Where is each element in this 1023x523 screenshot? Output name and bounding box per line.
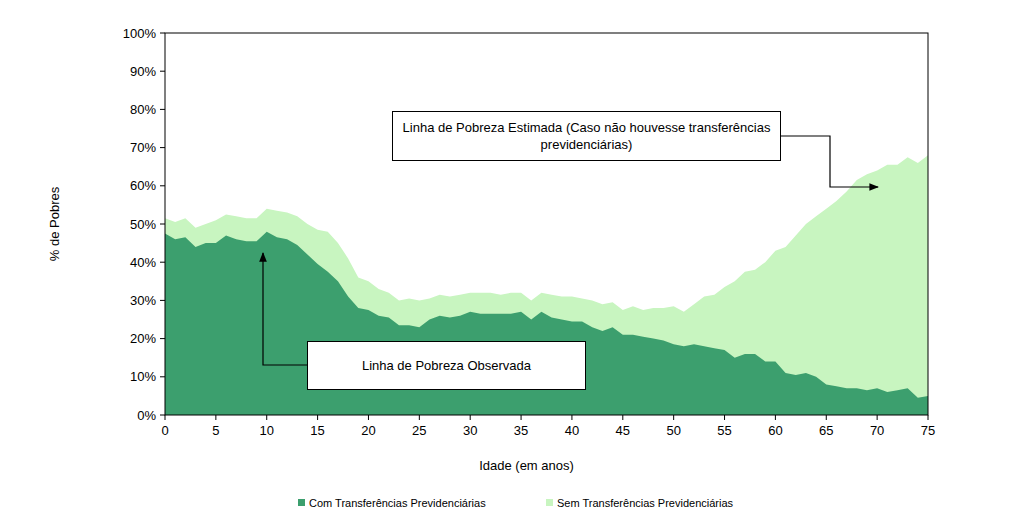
x-tick: [775, 415, 776, 420]
y-tick: [160, 109, 165, 110]
legend-swatch: [298, 499, 305, 506]
x-tick-label: 0: [161, 423, 168, 438]
y-tick: [160, 185, 165, 186]
annotation-arrow: [263, 253, 307, 365]
y-tick-label: 0%: [137, 408, 156, 423]
x-tick-label: 45: [616, 423, 630, 438]
y-tick-label: 100%: [123, 26, 157, 41]
x-tick-label: 60: [768, 423, 782, 438]
legend-label: Com Transferências Previdenciárias: [309, 497, 486, 509]
areas: [165, 155, 928, 415]
legend-swatch: [546, 499, 553, 506]
y-tick-label: 60%: [130, 178, 156, 193]
x-tick: [571, 415, 572, 420]
x-tick-label: 5: [212, 423, 219, 438]
y-tick-label: 30%: [130, 293, 156, 308]
x-axis-label: Idade (em anos): [479, 458, 574, 473]
x-tick-label: 55: [717, 423, 731, 438]
x-tick-label: 65: [819, 423, 833, 438]
x-tick: [470, 415, 471, 420]
y-tick: [160, 376, 165, 377]
y-tick: [160, 262, 165, 263]
y-tick-label: 10%: [130, 369, 156, 384]
x-tick: [419, 415, 420, 420]
x-tick-label: 15: [310, 423, 324, 438]
x-tick: [826, 415, 827, 420]
y-tick-label: 90%: [130, 64, 156, 79]
x-tick: [928, 415, 929, 420]
y-tick-label: 20%: [130, 331, 156, 346]
y-tick: [160, 147, 165, 148]
x-tick: [622, 415, 623, 420]
x-tick-label: 10: [259, 423, 273, 438]
x-tick-label: 20: [361, 423, 375, 438]
y-tick: [160, 415, 165, 416]
x-tick: [673, 415, 674, 420]
x-tick: [165, 415, 166, 420]
x-tick-label: 30: [463, 423, 477, 438]
annotation: Linha de Pobreza Observada: [307, 341, 586, 390]
y-tick: [160, 224, 165, 225]
y-tick: [160, 338, 165, 339]
x-tick-label: 50: [666, 423, 680, 438]
y-tick: [160, 300, 165, 301]
annotation-arrow: [780, 136, 878, 187]
x-tick-label: 75: [921, 423, 935, 438]
x-tick: [317, 415, 318, 420]
y-tick-label: 50%: [130, 217, 156, 232]
x-tick-label: 70: [870, 423, 884, 438]
annotation: Linha de Pobreza Estimada (Caso não houv…: [392, 111, 781, 161]
x-tick: [215, 415, 216, 420]
x-tick: [521, 415, 522, 420]
y-tick-label: 40%: [130, 255, 156, 270]
plot-background: [165, 33, 928, 415]
chart: 0% 10% 20% 30% 40% 50% 60% 70% 80% 90% 100% 0 5 10 15 2…: [0, 0, 1023, 523]
area: [165, 155, 928, 415]
x-tick: [877, 415, 878, 420]
y-tick-label: 70%: [130, 140, 156, 155]
y-tick: [160, 33, 165, 34]
legend-label: Sem Transferências Previdenciárias: [557, 497, 734, 509]
x-tick-label: 35: [514, 423, 528, 438]
x-tick: [368, 415, 369, 420]
y-tick: [160, 71, 165, 72]
x-tick: [724, 415, 725, 420]
y-tick-label: 80%: [130, 102, 156, 117]
plot-frame: [165, 33, 928, 415]
x-tick: [266, 415, 267, 420]
x-tick-label: 40: [565, 423, 579, 438]
y-axis-label: % de Pobres: [47, 186, 62, 261]
area: [165, 232, 928, 415]
x-tick-label: 25: [412, 423, 426, 438]
